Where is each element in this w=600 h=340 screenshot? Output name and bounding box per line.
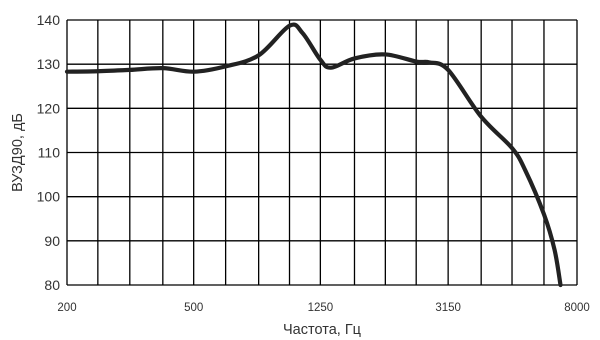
y-tick-label: 120 bbox=[37, 100, 61, 116]
x-tick-label: 8000 bbox=[564, 302, 590, 314]
tick-labels: 80 90 100 110 120 130 140 200 500 1250 3150 8000 bbox=[37, 12, 590, 314]
y-tick-label: 140 bbox=[37, 12, 61, 28]
y-axis-label: ВУЗД90, дБ bbox=[10, 113, 26, 192]
y-tick-label: 130 bbox=[37, 56, 61, 72]
grid bbox=[66, 19, 578, 286]
y-tick-label: 80 bbox=[44, 277, 60, 293]
x-axis-label: Частота, Гц bbox=[283, 322, 361, 338]
series-line-0 bbox=[64, 22, 563, 288]
y-tick-label: 90 bbox=[44, 233, 60, 249]
x-tick-label: 500 bbox=[184, 302, 203, 314]
x-tick-label: 1250 bbox=[308, 302, 334, 314]
series-layer bbox=[64, 22, 563, 288]
y-tick-label: 110 bbox=[38, 145, 61, 161]
x-tick-label: 200 bbox=[57, 302, 76, 314]
x-tick-label: 3150 bbox=[435, 302, 461, 314]
y-tick-label: 100 bbox=[37, 189, 61, 205]
